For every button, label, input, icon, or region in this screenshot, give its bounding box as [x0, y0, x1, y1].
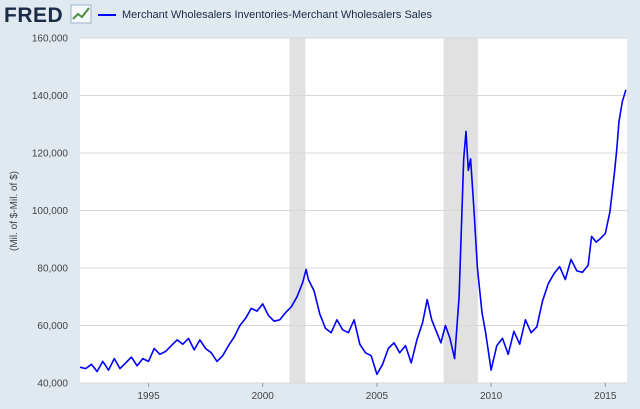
x-tick-label: 1995: [137, 391, 160, 402]
chart-header: FRED Merchant Wholesalers Inventories-Me…: [0, 0, 640, 32]
legend-label: Merchant Wholesalers Inventories-Merchan…: [122, 9, 432, 21]
y-tick-label: 100,000: [32, 206, 69, 217]
y-tick-label: 80,000: [37, 264, 68, 275]
legend: Merchant Wholesalers Inventories-Merchan…: [98, 9, 432, 21]
fred-chart-mark-icon: [70, 4, 92, 24]
y-tick-label: 120,000: [32, 149, 69, 160]
y-tick-label: 140,000: [32, 91, 69, 102]
x-tick-label: 2000: [252, 391, 275, 402]
legend-swatch: [98, 14, 116, 16]
x-tick-label: 2005: [366, 391, 389, 402]
y-tick-label: 160,000: [32, 34, 69, 45]
gridlines: [80, 37, 627, 384]
fred-logo: FRED: [4, 4, 64, 27]
y-tick-label: 60,000: [37, 321, 68, 332]
x-tick-label: 2010: [480, 391, 503, 402]
y-tick-label: 40,000: [37, 379, 68, 390]
series-layer: [79, 89, 627, 376]
series-line: [79, 89, 627, 376]
x-tick-label: 2015: [594, 391, 617, 402]
y-axis-ticks: 40,000 60,000 80,000 100,000 120,000 140,000 1…: [32, 34, 69, 390]
y-axis-label: (Mil. of $-Mil. of $): [9, 171, 20, 251]
x-axis-ticks: 1995 2000 2005 2010 2015: [137, 383, 617, 402]
